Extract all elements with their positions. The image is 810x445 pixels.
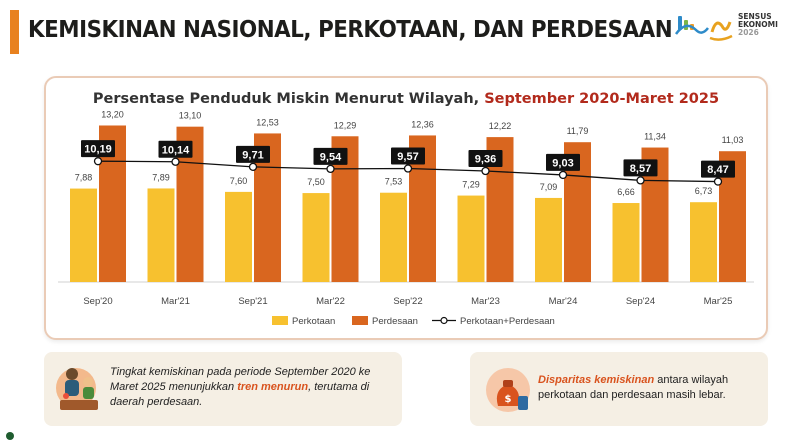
line-label: 9,36 xyxy=(475,154,496,166)
label-perkotaan: 7,53 xyxy=(385,177,403,187)
line-label-box xyxy=(313,147,348,165)
line-point xyxy=(558,170,568,180)
line-label: 9,71 xyxy=(242,149,263,161)
x-tick-label: Sep'24 xyxy=(626,296,655,307)
line-point xyxy=(248,162,258,172)
poverty-chart: Persentase Penduduk Miskin Menurut Wilay… xyxy=(58,91,754,327)
line-label-box xyxy=(701,160,735,178)
line-point xyxy=(481,166,490,176)
label-perdesaan: 12,29 xyxy=(334,120,357,130)
family-illustration-icon xyxy=(56,368,98,410)
x-tick-label: Sep'21 xyxy=(238,296,267,307)
chart-title-main: Persentase Penduduk Miskin Menurut Wilay… xyxy=(93,91,484,107)
chart-title: Persentase Penduduk Miskin Menurut Wilay… xyxy=(93,91,719,107)
legend-swatch-perdesaan xyxy=(352,316,368,325)
legend-label-perdesaan: Perdesaan xyxy=(372,316,418,327)
legend-label-perkotaan: Perkotaan xyxy=(292,316,335,327)
label-perdesaan: 11,34 xyxy=(644,132,666,142)
line-label-box xyxy=(158,140,193,158)
bar-perkotaan xyxy=(70,188,97,282)
label-perdesaan: 13,10 xyxy=(179,111,202,121)
x-tick-label: Mar'24 xyxy=(549,296,578,307)
sensus-ekonomi-logo-icon xyxy=(674,16,733,41)
label-perdesaan: 11,79 xyxy=(567,126,589,136)
label-perdesaan: 11,03 xyxy=(722,135,744,145)
line-label: 9,03 xyxy=(552,157,573,169)
note-disparity-text: Disparitas kemiskinan antara wilayah per… xyxy=(538,374,729,401)
label-perkotaan: 7,29 xyxy=(462,180,480,190)
bar-perkotaan xyxy=(147,188,175,282)
label-perkotaan: 7,50 xyxy=(307,177,325,187)
bar-perkotaan xyxy=(302,193,330,282)
money-bag-illustration-icon: $ xyxy=(486,368,530,412)
line-label-box xyxy=(468,150,503,168)
label-perdesaan: 12,36 xyxy=(411,119,434,129)
bar-perkotaan xyxy=(225,191,252,282)
label-perkotaan: 6,66 xyxy=(617,187,635,197)
line-label: 10,14 xyxy=(162,144,190,156)
line-label-box xyxy=(81,140,115,158)
line-label-box xyxy=(623,159,658,177)
line-label-box xyxy=(236,145,270,163)
line-point xyxy=(93,157,103,166)
legend-marker-total xyxy=(440,316,448,325)
label-perkotaan: 6,73 xyxy=(695,186,713,196)
label-perkotaan: 7,09 xyxy=(540,182,558,192)
chart-card: Persentase Penduduk Miskin Menurut Wilay… xyxy=(44,76,768,340)
x-tick-label: Mar'22 xyxy=(316,296,345,307)
line-point xyxy=(636,176,645,185)
chart-title-period: September 2020-Maret 2025 xyxy=(484,91,719,107)
label-perkotaan: 7,60 xyxy=(230,176,248,186)
note-trend: Tingkat kemiskinan pada periode Septembe… xyxy=(44,352,402,426)
bar-perkotaan xyxy=(380,192,407,282)
line-label: 9,54 xyxy=(320,151,342,163)
label-perkotaan: 7,89 xyxy=(152,172,170,182)
label-perdesaan: 13,20 xyxy=(101,109,124,119)
line-point xyxy=(713,177,723,186)
line-label-box xyxy=(546,153,580,171)
svg-text:$: $ xyxy=(505,394,512,405)
label-perdesaan: 12,22 xyxy=(489,121,512,131)
status-dot xyxy=(6,432,14,440)
x-tick-label: Mar'21 xyxy=(161,296,190,307)
note-disparity: $ Disparitas kemiskinan antara wilayah p… xyxy=(470,352,768,426)
label-perkotaan: 7,88 xyxy=(75,173,93,183)
legend-swatch-perkotaan xyxy=(272,316,288,325)
x-tick-label: Mar'25 xyxy=(704,296,733,307)
line-label: 9,57 xyxy=(397,151,418,163)
bar-perkotaan xyxy=(535,197,562,282)
line-point xyxy=(326,164,335,174)
line-label: 8,47 xyxy=(707,164,728,176)
logo-text: SENSUS EKONOMI 2026 xyxy=(738,12,778,37)
x-tick-label: Mar'23 xyxy=(471,296,500,307)
x-tick-label: Sep'20 xyxy=(83,296,112,307)
bar-perkotaan xyxy=(457,195,485,282)
title-accent-bar xyxy=(10,10,19,54)
line-point xyxy=(403,164,413,173)
note-trend-text: Tingkat kemiskinan pada periode Septembe… xyxy=(110,366,371,408)
line-label-box xyxy=(391,147,425,165)
label-perdesaan: 12,53 xyxy=(256,117,279,127)
line-label: 8,57 xyxy=(630,163,651,175)
legend-label-total: Perkotaan+Perdesaan xyxy=(460,316,555,327)
slide-title: KEMISKINAN NASIONAL, PERKOTAAN, DAN PERD… xyxy=(28,17,673,43)
bar-perkotaan xyxy=(612,203,640,282)
x-tick-label: Sep'22 xyxy=(393,296,422,307)
bar-perkotaan xyxy=(690,202,717,282)
line-label: 10,19 xyxy=(84,144,112,156)
line-point xyxy=(171,157,180,166)
